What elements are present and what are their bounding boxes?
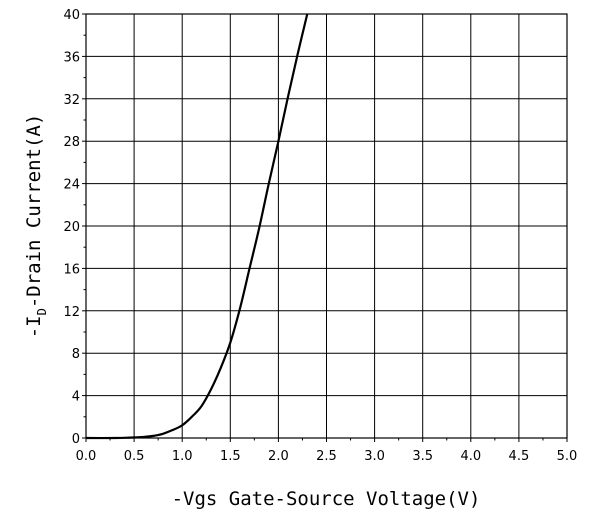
- series-line: [85, 13, 309, 440]
- x-tick-label: 1.0: [172, 449, 193, 464]
- y-tick-label: 0: [72, 432, 80, 447]
- x-axis-title: -Vgs Gate-Source Voltage(V): [172, 488, 481, 510]
- y-tick-label: 4: [72, 390, 80, 405]
- y-tick-label: 24: [63, 178, 80, 193]
- x-tick-label: 2.0: [268, 449, 289, 464]
- x-tick-label: 2.5: [316, 449, 337, 464]
- plot-frame: [85, 13, 568, 439]
- y-tick-label: 20: [63, 220, 80, 235]
- y-tick-label: 16: [63, 262, 80, 277]
- y-tick-label: 8: [72, 347, 80, 362]
- x-tick-labels: 0.0 0.5 1.0 1.5 2.0 2.5 3.0 3.5 4.0 4.5 5.0: [76, 449, 578, 464]
- y-tick-label: 36: [63, 50, 80, 65]
- x-tick-label: 1.5: [220, 449, 241, 464]
- x-tick-label: 5.0: [557, 449, 578, 464]
- y-tick-labels: 0 4 8 12 16 20 24 28 32 36 40: [63, 8, 80, 447]
- x-tick-label: 0.5: [124, 449, 145, 464]
- x-tick-label: 4.0: [460, 449, 481, 464]
- grid-lines: [85, 13, 568, 439]
- y-tick-label: 12: [63, 305, 80, 320]
- x-tick-label: 3.0: [364, 449, 385, 464]
- x-tick-label: 0.0: [76, 449, 97, 464]
- minor-ticks: [82, 13, 568, 442]
- y-tick-label: 32: [63, 93, 80, 108]
- y-axis-title-subscript: D: [35, 308, 49, 315]
- x-tick-label: 4.5: [509, 449, 530, 464]
- y-tick-label: 28: [63, 135, 80, 150]
- y-tick-label: 40: [63, 8, 80, 23]
- y-axis-title-suffix: -Drain Current(A): [23, 114, 45, 308]
- drain-current-curve: [85, 13, 309, 440]
- x-tick-label: 3.5: [412, 449, 433, 464]
- y-axis-title-prefix: -I: [23, 315, 45, 338]
- y-axis-title: -ID-Drain Current(A): [23, 114, 49, 339]
